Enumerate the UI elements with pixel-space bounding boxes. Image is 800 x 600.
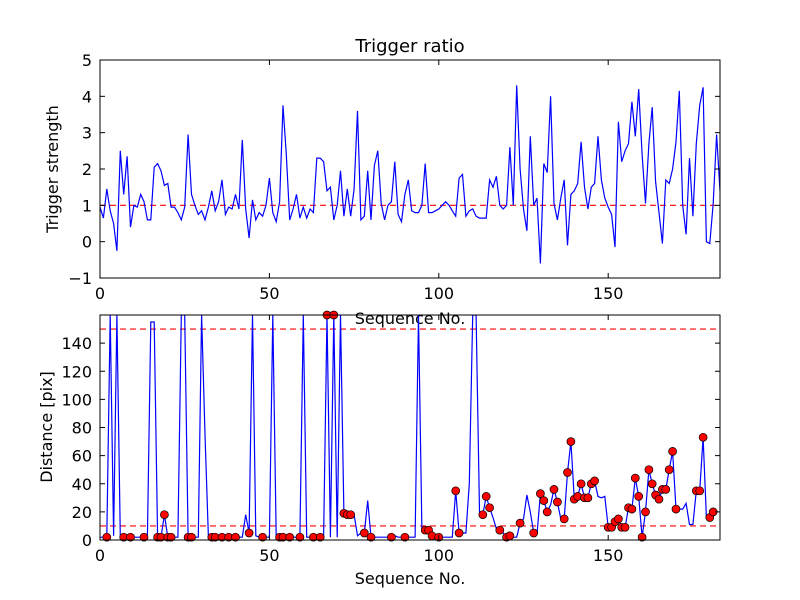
chart2-marker — [661, 485, 671, 494]
chart2-marker — [583, 493, 593, 503]
chart2-xtick-label: 100 — [424, 546, 455, 565]
chart1-ylabel: Trigger strength — [43, 105, 62, 234]
chart2-ytick-label: 0 — [82, 531, 92, 550]
chart2-marker — [315, 532, 325, 542]
chart2-marker — [563, 468, 572, 477]
chart2-marker — [244, 528, 254, 538]
chart2-marker — [166, 532, 176, 542]
chart2-marker — [295, 532, 305, 542]
chart2-xtick-label: 150 — [593, 546, 624, 565]
chart1-ytick-label: 2 — [82, 160, 92, 179]
chart2-marker — [630, 473, 640, 483]
chart2-marker — [505, 531, 515, 541]
chart2-marker — [359, 528, 369, 538]
chart2-marker — [454, 528, 464, 538]
chart1-ytick-label: −1 — [68, 269, 92, 288]
chart2-marker — [576, 479, 586, 489]
chart2-marker — [485, 503, 494, 513]
distance-chart: 0 20 40 60 80 100 120 140 0 50 100 150 Sequence No… — [37, 310, 721, 588]
chart2-ytick-label: 80 — [72, 419, 92, 438]
chart2-marker — [671, 504, 681, 514]
chart2-marker — [387, 532, 396, 542]
chart2-marker — [515, 518, 525, 528]
chart2-marker — [698, 432, 708, 442]
chart2-marker — [451, 486, 461, 496]
chart2-ytick-label: 140 — [61, 334, 92, 353]
chart2-marker — [637, 532, 647, 542]
chart2-ytick-label: 20 — [72, 503, 92, 522]
chart2-marker — [553, 497, 562, 507]
chart2-xtick-label: 0 — [95, 546, 105, 565]
chart2-marker — [139, 532, 149, 542]
chart2-marker — [478, 510, 488, 520]
chart2-marker — [614, 514, 623, 524]
chart1-ytick-label: 0 — [82, 233, 92, 252]
chart2-xlabel: Sequence No. — [355, 569, 466, 588]
chart2-marker — [126, 532, 135, 542]
chart2-marker — [542, 507, 552, 517]
chart1-xtick-label: 0 — [95, 284, 105, 303]
chart2-marker — [481, 492, 491, 501]
chart2-marker — [400, 532, 410, 542]
chart2-marker — [664, 465, 674, 475]
chart2-marker — [160, 510, 169, 520]
chart2-ytick-label: 40 — [72, 475, 92, 494]
chart1-ytick-label: 1 — [82, 196, 92, 215]
chart2-marker — [102, 532, 112, 542]
chart2-marker — [654, 494, 664, 504]
chart2-xtick-label: 50 — [259, 546, 279, 565]
chart2-ytick-label: 120 — [61, 362, 92, 381]
chart1-series-line — [100, 85, 720, 264]
chart2-marker — [668, 447, 677, 456]
chart2-marker — [187, 532, 196, 542]
chart1-xlabel: Sequence No. — [355, 309, 466, 328]
chart2-marker — [366, 532, 376, 542]
chart2-marker — [539, 496, 549, 505]
chart2-marker — [627, 504, 637, 514]
chart2-marker — [641, 507, 650, 517]
chart2-marker — [647, 479, 657, 489]
chart2-marker — [644, 465, 654, 475]
chart1-ytick-label: 3 — [82, 124, 92, 143]
chart2-ylabel: Distance [pix] — [37, 371, 56, 483]
chart1-xtick-label: 150 — [593, 284, 624, 303]
chart1-xtick-label: 100 — [424, 284, 455, 303]
chart1-ytick-label: 4 — [82, 87, 92, 106]
chart2-marker — [695, 486, 705, 496]
chart2-marker — [258, 532, 267, 542]
chart2-marker — [346, 510, 356, 520]
chart2-marker — [536, 489, 545, 498]
chart2-marker — [590, 476, 599, 486]
chart2-marker — [620, 522, 630, 532]
chart2-marker — [231, 532, 240, 542]
chart2-marker — [566, 437, 576, 446]
chart1-ytick-label: 5 — [82, 51, 92, 70]
chart2-marker — [285, 532, 295, 542]
chart2-marker — [559, 514, 569, 524]
chart2-marker — [549, 485, 559, 494]
chart2-ytick-label: 100 — [61, 390, 92, 409]
chart2-marker — [529, 528, 539, 538]
chart2-marker — [495, 525, 505, 535]
chart2-ytick-label: 60 — [72, 447, 92, 466]
chart1-xtick-label: 50 — [259, 284, 279, 303]
chart2-marker — [634, 492, 644, 501]
chart1-title: Trigger ratio — [354, 36, 464, 57]
